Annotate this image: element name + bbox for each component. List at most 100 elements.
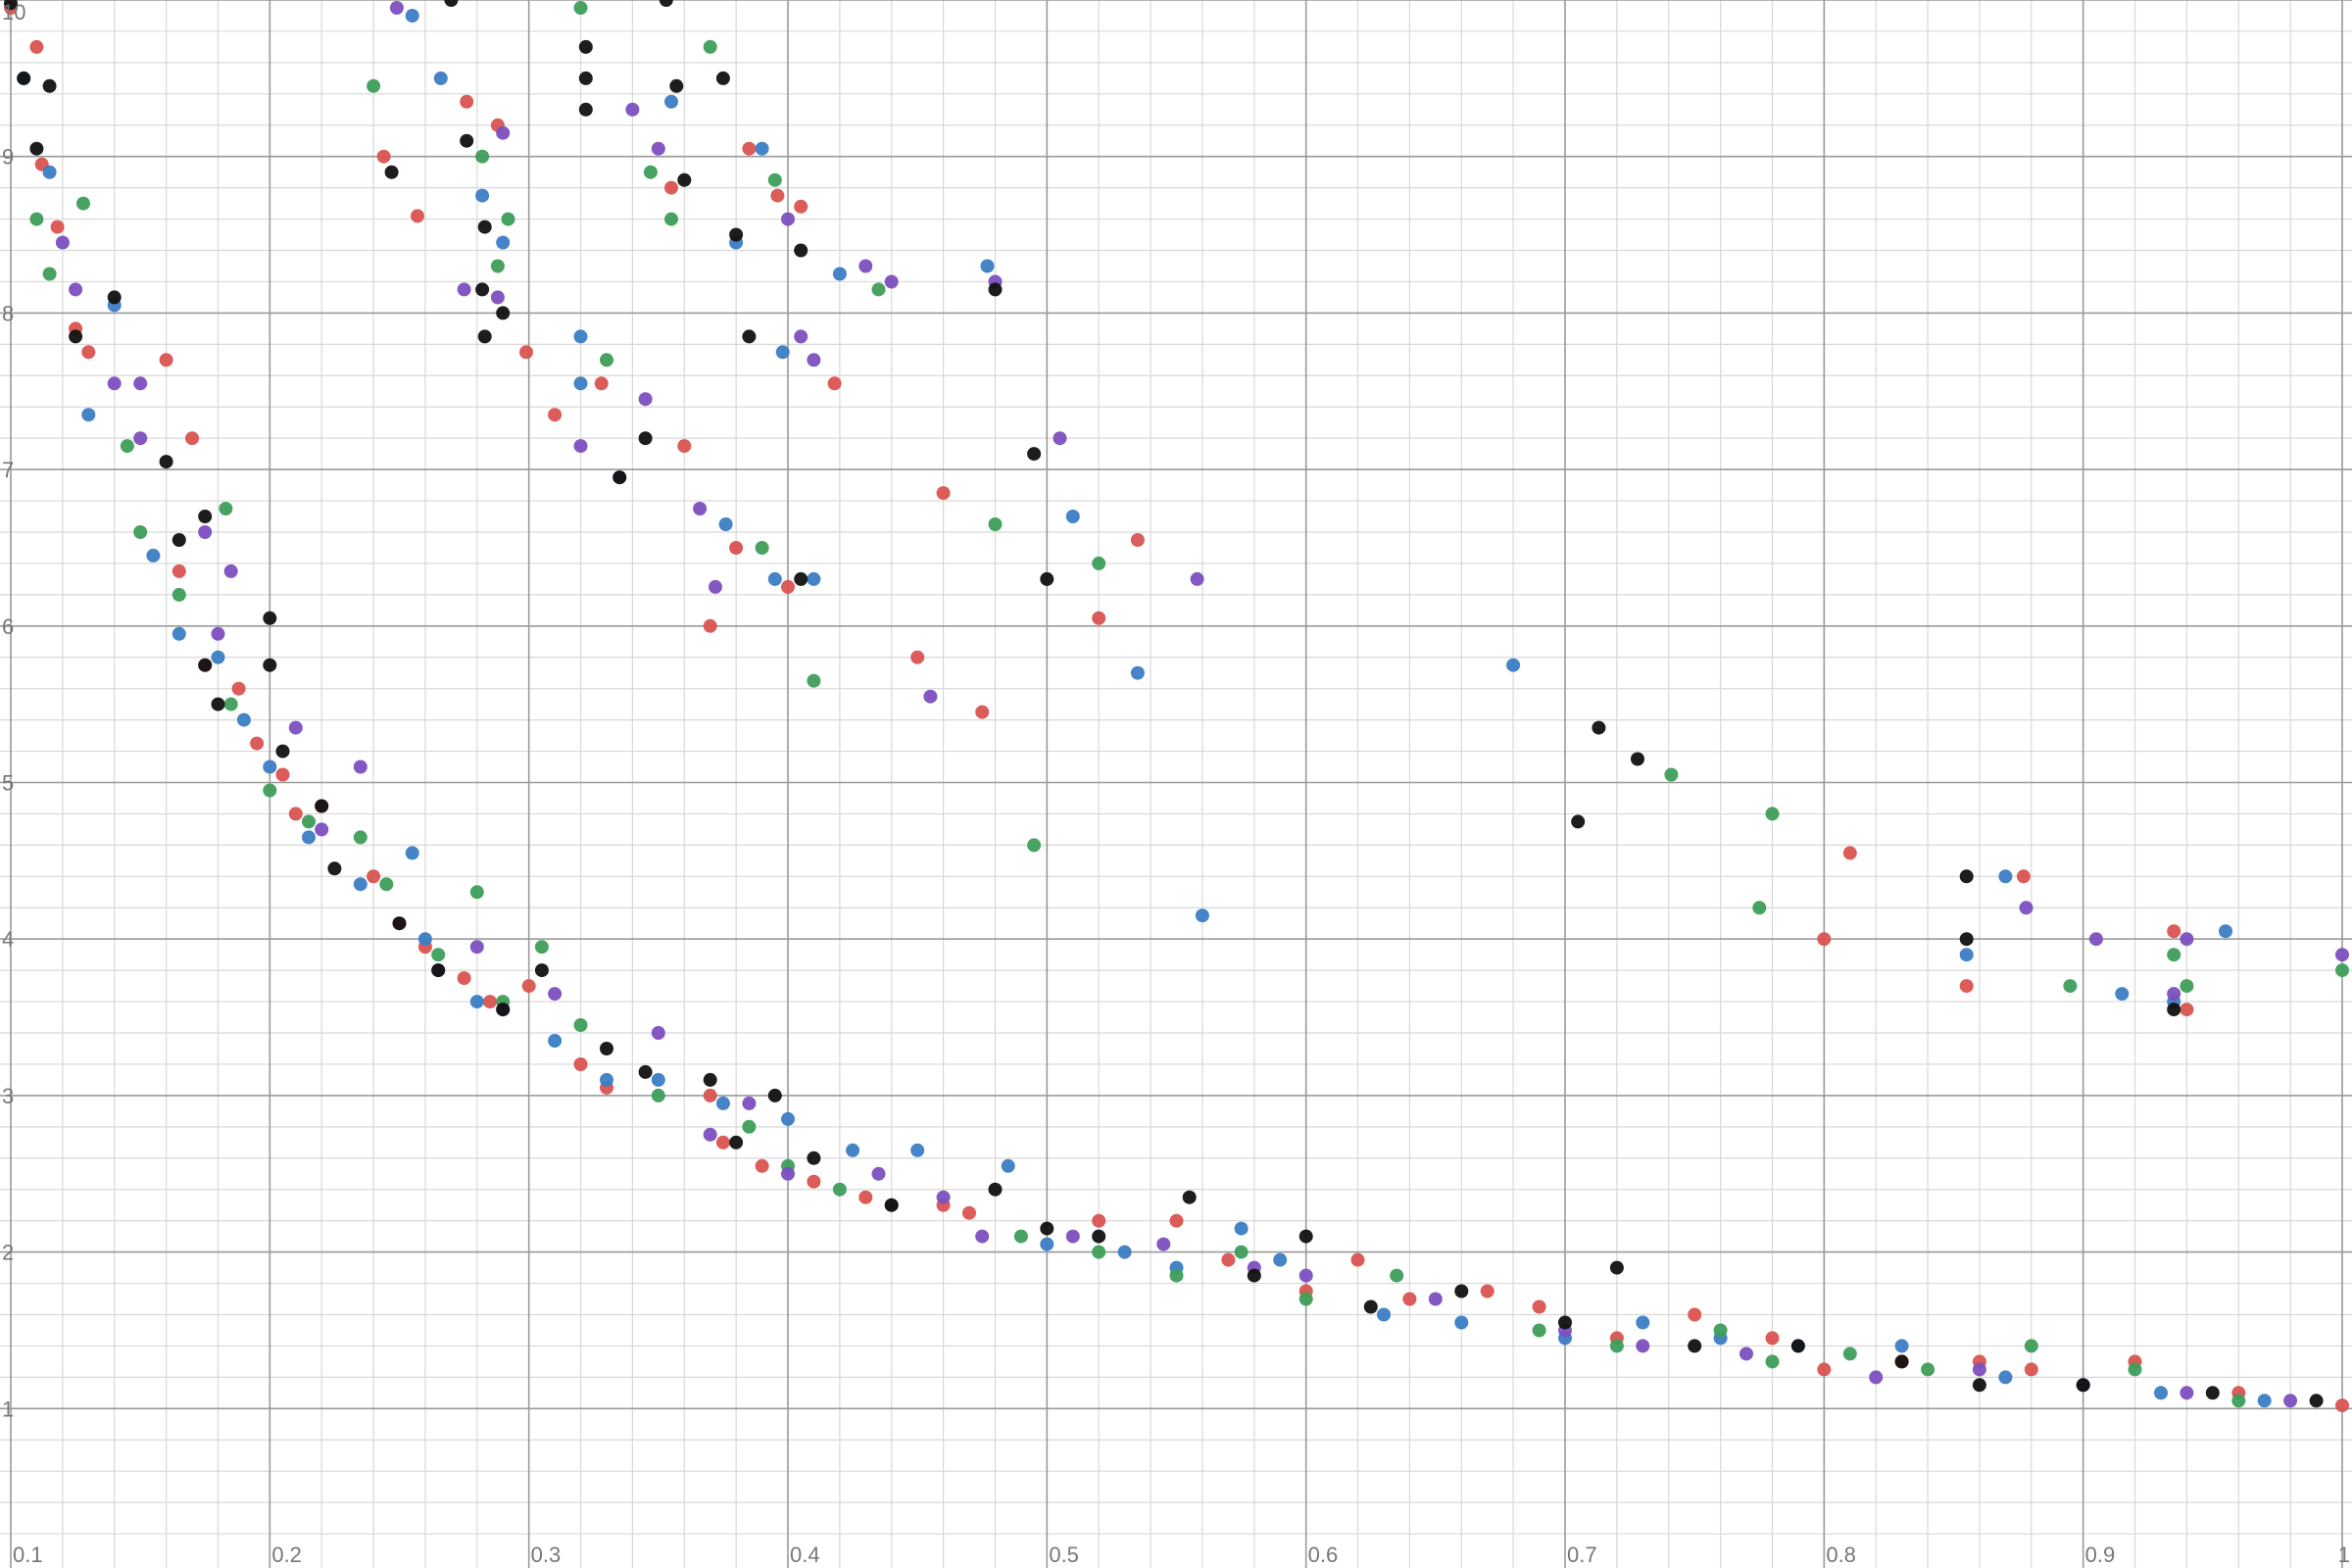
data-point: [794, 571, 808, 586]
data-point: [1040, 1237, 1054, 1251]
data-point: [807, 1151, 821, 1165]
data-point: [1532, 1299, 1546, 1314]
y-tick-labels: 1 2 3 4 5 6 7 8 9 10: [2, 0, 25, 1421]
data-point: [159, 455, 173, 469]
x-tick-label: 1: [2338, 1543, 2350, 1567]
data-point: [832, 267, 847, 281]
data-point: [1609, 1339, 1624, 1353]
data-point: [223, 564, 238, 578]
data-point: [1182, 1190, 1197, 1204]
data-point: [578, 39, 593, 54]
data-point: [794, 329, 808, 344]
data-point: [263, 658, 277, 672]
data-point: [548, 1034, 563, 1048]
data-point: [1130, 533, 1145, 547]
data-point: [496, 125, 511, 140]
data-point: [988, 517, 1003, 531]
data-point: [988, 282, 1003, 297]
data-point: [2180, 932, 2194, 947]
data-points: [4, 0, 2349, 1413]
data-point: [703, 1127, 717, 1142]
data-point: [975, 1229, 990, 1244]
data-point: [729, 1135, 744, 1150]
data-point: [1092, 611, 1106, 625]
data-point: [315, 822, 329, 837]
data-point: [794, 243, 808, 258]
data-point: [794, 199, 808, 214]
data-point: [2180, 1003, 2194, 1017]
data-point: [1765, 1354, 1780, 1369]
data-point: [1631, 752, 1644, 766]
data-point: [2167, 924, 2181, 939]
data-point: [42, 165, 57, 179]
data-point: [742, 1119, 757, 1134]
data-point: [664, 212, 678, 226]
data-point: [715, 1135, 730, 1150]
data-point: [1740, 1347, 1753, 1361]
data-point: [742, 1096, 757, 1110]
data-point: [496, 1003, 511, 1017]
data-point: [548, 408, 563, 422]
data-point: [1609, 1260, 1624, 1275]
data-point: [477, 329, 492, 344]
data-point: [477, 220, 492, 234]
data-point: [1959, 869, 1974, 884]
data-point: [1571, 814, 1586, 829]
data-point: [677, 172, 692, 187]
data-point: [600, 1042, 613, 1055]
data-point: [807, 673, 821, 688]
data-point: [573, 439, 588, 454]
data-point: [910, 1143, 925, 1157]
data-point: [884, 1198, 899, 1212]
data-point: [573, 376, 588, 391]
x-tick-label: 0.2: [271, 1543, 302, 1567]
data-point: [1092, 1229, 1106, 1244]
data-point: [1092, 1213, 1106, 1228]
data-point: [1454, 1315, 1469, 1330]
data-point: [664, 94, 678, 109]
x-tick-label: 0.9: [2085, 1543, 2116, 1567]
data-point: [2180, 979, 2194, 994]
data-point: [133, 525, 148, 539]
data-point: [729, 227, 744, 242]
data-point: [664, 180, 678, 195]
data-point: [172, 587, 186, 602]
data-point: [1506, 658, 1521, 672]
data-point: [1169, 1213, 1184, 1228]
data-point: [2024, 1339, 2038, 1353]
data-point: [2283, 1394, 2298, 1408]
data-point: [534, 940, 549, 955]
data-point: [1921, 1362, 1936, 1377]
data-point: [433, 71, 448, 85]
data-point: [1092, 1245, 1106, 1259]
data-point: [2231, 1394, 2246, 1408]
data-point: [50, 220, 65, 234]
data-point: [107, 376, 122, 391]
x-tick-label: 0.6: [1308, 1543, 1339, 1567]
data-point: [643, 165, 658, 179]
data-point: [638, 1064, 653, 1079]
data-point: [600, 353, 613, 368]
data-point: [302, 814, 316, 829]
data-point: [1234, 1245, 1249, 1259]
data-point: [1027, 838, 1042, 853]
data-point: [250, 736, 265, 751]
data-point: [1013, 1229, 1028, 1244]
x-tick-label: 0.3: [531, 1543, 562, 1567]
data-point: [858, 1190, 873, 1204]
data-point: [1752, 901, 1767, 915]
data-point: [1156, 1237, 1171, 1251]
data-point: [807, 571, 821, 586]
data-point: [625, 102, 640, 117]
data-point: [962, 1205, 976, 1220]
data-point: [185, 431, 199, 446]
data-point: [1636, 1339, 1650, 1353]
data-point: [2063, 979, 2078, 994]
data-point: [573, 1, 588, 15]
data-point: [353, 760, 368, 774]
data-point: [376, 149, 391, 164]
data-point: [715, 1096, 730, 1110]
data-point: [677, 439, 692, 454]
